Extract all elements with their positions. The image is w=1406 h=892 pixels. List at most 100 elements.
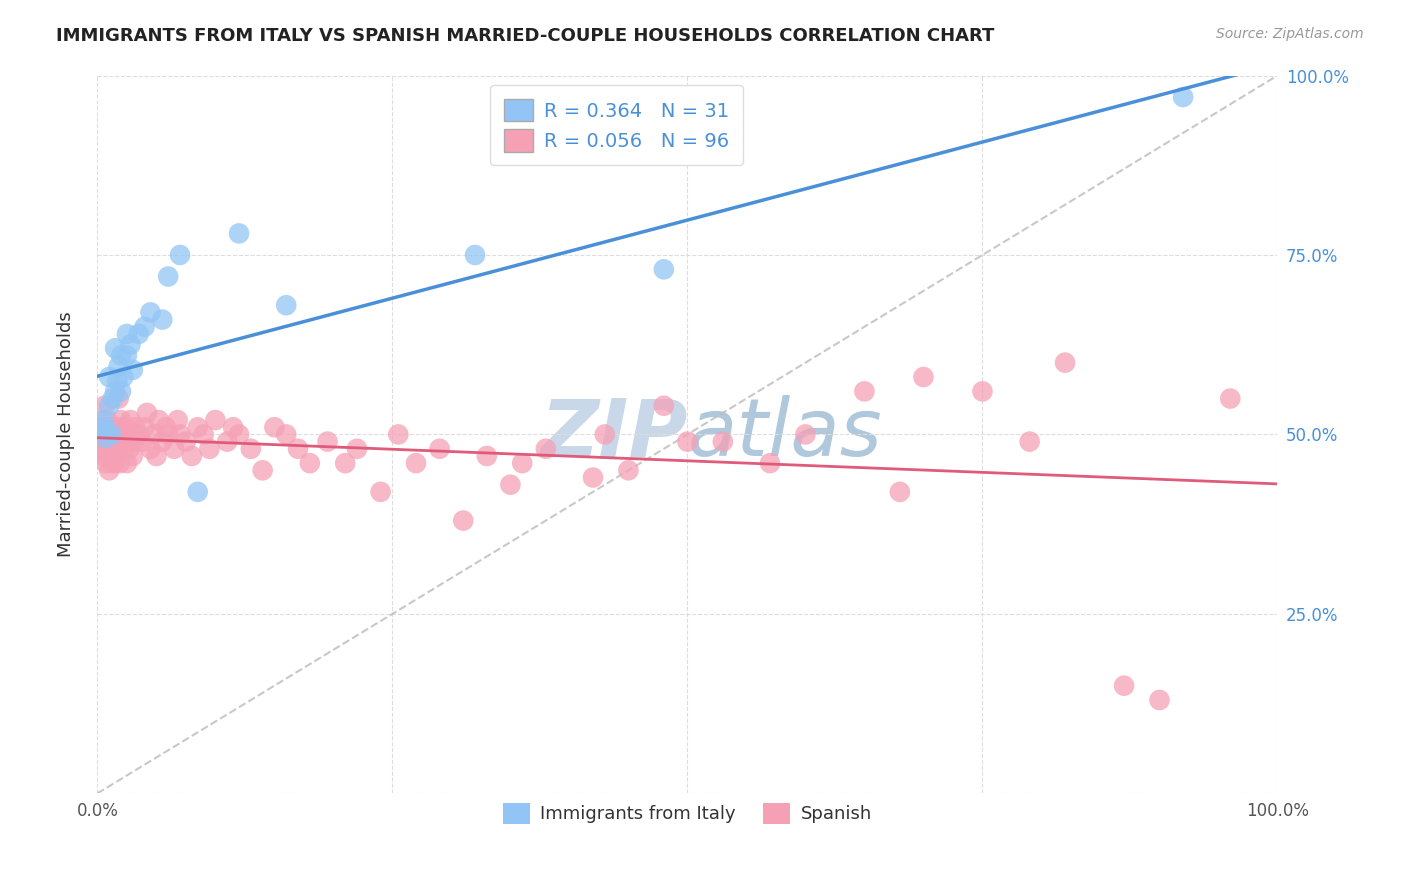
Point — [101, 420, 124, 434]
Point — [104, 384, 127, 399]
Point — [263, 420, 285, 434]
Text: Source: ZipAtlas.com: Source: ZipAtlas.com — [1216, 27, 1364, 41]
Point — [96, 424, 118, 438]
Point — [387, 427, 409, 442]
Point — [100, 456, 122, 470]
Point — [464, 248, 486, 262]
Point — [169, 427, 191, 442]
Point — [150, 312, 173, 326]
Point — [1112, 679, 1135, 693]
Point — [451, 514, 474, 528]
Point — [239, 442, 262, 456]
Point — [91, 449, 114, 463]
Text: ZIP: ZIP — [540, 395, 688, 474]
Point — [889, 484, 911, 499]
Point — [1054, 356, 1077, 370]
Point — [163, 442, 186, 456]
Point — [100, 442, 122, 456]
Point — [97, 420, 120, 434]
Point — [93, 420, 115, 434]
Point — [110, 384, 132, 399]
Point — [217, 434, 239, 449]
Point — [794, 427, 817, 442]
Point — [107, 374, 129, 388]
Point — [499, 477, 522, 491]
Point — [166, 413, 188, 427]
Point — [316, 434, 339, 449]
Point — [110, 349, 132, 363]
Point — [103, 434, 125, 449]
Point — [94, 456, 117, 470]
Point — [131, 434, 153, 449]
Point — [370, 484, 392, 499]
Point — [94, 434, 117, 449]
Point — [534, 442, 557, 456]
Point — [187, 484, 209, 499]
Point — [405, 456, 427, 470]
Point — [1149, 693, 1171, 707]
Point — [124, 420, 146, 434]
Point — [148, 413, 170, 427]
Point — [510, 456, 533, 470]
Point — [136, 406, 159, 420]
Point — [110, 434, 132, 449]
Point — [128, 326, 150, 341]
Legend: Immigrants from Italy, Spanish: Immigrants from Italy, Spanish — [492, 792, 883, 835]
Point — [139, 442, 162, 456]
Point — [617, 463, 640, 477]
Point — [912, 370, 935, 384]
Point — [115, 427, 138, 442]
Point — [222, 420, 245, 434]
Point — [298, 456, 321, 470]
Text: atlas: atlas — [688, 395, 882, 474]
Point — [107, 359, 129, 374]
Point — [121, 363, 143, 377]
Point — [98, 399, 121, 413]
Point — [1171, 90, 1194, 104]
Point — [252, 463, 274, 477]
Point — [105, 442, 128, 456]
Point — [169, 248, 191, 262]
Point — [711, 434, 734, 449]
Point — [104, 341, 127, 355]
Point — [120, 413, 142, 427]
Point — [121, 434, 143, 449]
Point — [276, 427, 298, 442]
Point — [276, 298, 298, 312]
Point — [93, 399, 115, 413]
Point — [112, 370, 135, 384]
Point — [118, 442, 141, 456]
Point — [174, 434, 197, 449]
Point — [759, 456, 782, 470]
Point — [429, 442, 451, 456]
Point — [98, 463, 121, 477]
Point — [652, 262, 675, 277]
Point — [112, 442, 135, 456]
Point — [198, 442, 221, 456]
Point — [155, 420, 177, 434]
Point — [101, 449, 124, 463]
Point — [187, 420, 209, 434]
Point — [108, 456, 131, 470]
Point — [287, 442, 309, 456]
Point — [652, 399, 675, 413]
Point — [145, 449, 167, 463]
Point — [972, 384, 994, 399]
Point — [96, 413, 118, 427]
Point — [104, 456, 127, 470]
Point — [107, 420, 129, 434]
Point — [91, 442, 114, 456]
Point — [91, 420, 114, 434]
Point — [96, 427, 118, 442]
Point — [228, 427, 250, 442]
Point — [94, 431, 117, 445]
Point — [107, 392, 129, 406]
Point — [98, 427, 121, 442]
Point — [346, 442, 368, 456]
Point — [100, 434, 122, 449]
Point — [134, 319, 156, 334]
Point — [335, 456, 357, 470]
Point — [101, 392, 124, 406]
Point — [139, 305, 162, 319]
Point — [90, 434, 112, 449]
